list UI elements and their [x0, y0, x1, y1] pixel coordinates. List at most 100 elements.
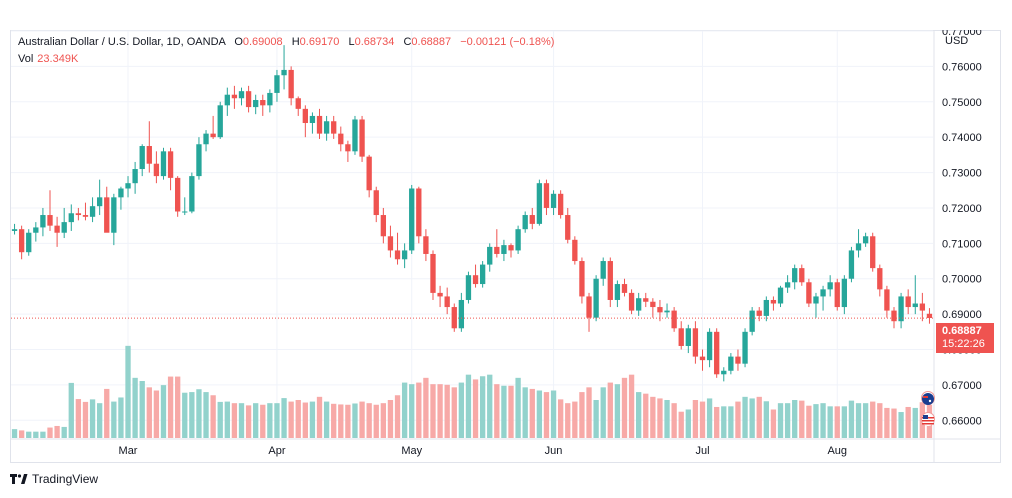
volume-bar [451, 387, 457, 438]
volume-bar [373, 404, 379, 438]
candle-body [806, 282, 812, 304]
candle-body [742, 331, 748, 364]
volume-bar [75, 399, 82, 438]
volume-bar [423, 377, 429, 438]
candle-body [685, 328, 691, 346]
candle-body [600, 261, 606, 279]
volume-bar [756, 396, 762, 438]
volume-bar [508, 385, 514, 438]
candle-body [671, 310, 677, 329]
volume-bar [153, 390, 160, 438]
volume-bar [68, 382, 74, 438]
volume-bar [770, 409, 777, 438]
price-chart[interactable]: 0.660000.670000.680000.690000.700000.710… [10, 30, 1001, 463]
candle-body [650, 301, 656, 308]
candle-body [366, 156, 372, 191]
volume-bar [472, 379, 479, 438]
candle-body [699, 356, 706, 361]
volume-bar [784, 403, 791, 438]
volume-bar [203, 392, 209, 438]
volume-bar [650, 396, 656, 438]
volume-bar [387, 400, 394, 438]
candle-body [409, 188, 415, 251]
candle-body [373, 190, 379, 216]
candle-body [345, 144, 351, 152]
volume-bar [884, 407, 890, 438]
candle-body [132, 169, 138, 184]
volume-bar [401, 382, 408, 438]
price-axis[interactable]: 0.660000.670000.680000.690000.700000.710… [933, 30, 982, 463]
volume-bar [685, 409, 691, 438]
candle-body [96, 197, 103, 207]
volume-bar [636, 392, 642, 438]
volume-bar [813, 404, 819, 438]
candle-body [721, 370, 727, 375]
aud-flag-icon[interactable] [921, 391, 935, 405]
price-tick-label: 0.72000 [942, 203, 982, 215]
low-label: L [348, 36, 355, 48]
volume-bar [104, 388, 110, 438]
volume-bar [579, 392, 585, 438]
candle-body [898, 296, 904, 322]
price-tick-label: 0.77000 [942, 30, 982, 38]
candle-body [125, 183, 131, 189]
candlesticks [11, 45, 933, 382]
volume-bar [89, 399, 96, 438]
candle-body [841, 278, 848, 308]
time-axis[interactable]: Mar Apr May Jun Jul Aug [10, 438, 1001, 457]
high-label: H [291, 36, 300, 48]
volume-bar [302, 402, 308, 438]
time-tick-label: Jun [545, 445, 563, 457]
candle-body [444, 296, 450, 308]
volume-bar [444, 384, 450, 438]
time-tick-label: Aug [827, 445, 847, 457]
candle-body [628, 292, 635, 311]
volume-bar [877, 403, 883, 438]
volume-bar [543, 392, 550, 438]
volume-bar [189, 392, 195, 438]
volume-bar [550, 390, 557, 438]
volume-bar [905, 406, 911, 438]
candle-body [905, 296, 911, 308]
volume-bar [501, 385, 507, 438]
candle-body [494, 246, 500, 254]
price-tick-label: 0.66000 [942, 415, 982, 427]
candle-body [465, 275, 472, 300]
candle-body [834, 282, 840, 308]
time-tick-label: Mar [119, 445, 138, 457]
time-tick-label: May [401, 445, 422, 457]
candle-body [189, 176, 195, 212]
volume-bar [331, 403, 337, 438]
volume-bar [224, 401, 230, 438]
candle-body [47, 215, 53, 226]
candle-body [260, 100, 266, 106]
low-value: 0.68734 [354, 36, 395, 48]
volume-bar [47, 427, 53, 438]
usd-flag-icon[interactable] [921, 412, 935, 426]
candle-body [196, 144, 202, 177]
volume-bar [345, 404, 351, 438]
volume-bar [614, 384, 621, 438]
candle-body [104, 197, 110, 233]
volume-bar [742, 396, 748, 438]
volume-bar [565, 403, 571, 438]
volume-bar [529, 388, 535, 438]
volume-bar [132, 377, 138, 438]
volume-bar [834, 406, 840, 438]
candle-body [160, 151, 167, 177]
volume-bar [721, 406, 727, 438]
volume-bar [139, 381, 145, 438]
volume-bar [238, 403, 245, 438]
candle-body [714, 331, 720, 375]
volume-bar [593, 400, 599, 438]
candle-body [352, 119, 358, 152]
tradingview-branding[interactable]: TradingView [10, 472, 98, 486]
candle-body [664, 310, 670, 313]
volume-bar [678, 411, 684, 438]
volume-value: 23.349K [37, 53, 79, 65]
volume-bar [288, 401, 294, 438]
candle-body [288, 69, 294, 99]
candle-body [82, 215, 89, 217]
candle-body [777, 287, 784, 304]
candle-body [430, 253, 436, 293]
